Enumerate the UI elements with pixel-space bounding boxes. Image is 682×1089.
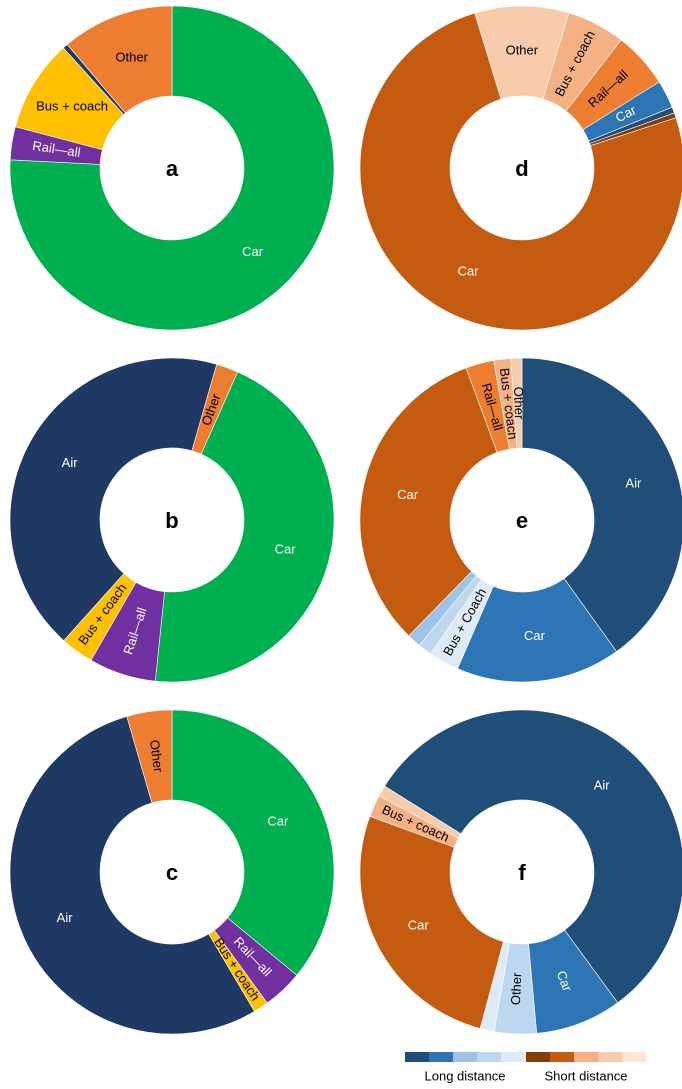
chart-title: e (516, 508, 528, 533)
segment-label: Car (397, 487, 419, 502)
legend-swatch (501, 1052, 525, 1062)
segment-label: Car (267, 814, 289, 829)
chart-title: f (518, 860, 526, 885)
segment-label: Air (594, 778, 611, 793)
donut-segment (378, 785, 462, 839)
donut-segment (66, 5, 173, 114)
chart-title: c (166, 860, 178, 885)
legend-swatch (622, 1052, 646, 1062)
donut-segment (384, 709, 682, 1004)
legend-swatch (550, 1052, 574, 1062)
segment-label: Car (554, 969, 576, 995)
donut-segment (154, 371, 335, 683)
donut-segment (9, 716, 255, 1035)
donut-segment (521, 357, 682, 652)
segment-label: Car (242, 244, 264, 259)
legend-swatch (574, 1052, 598, 1062)
legend-label: Short distance (544, 1068, 627, 1083)
segment-label: Car (275, 542, 297, 557)
segment-label: Car (458, 263, 480, 278)
segment-label: Bus + coach (36, 99, 108, 114)
legend-swatch (526, 1052, 550, 1062)
legend-swatch (453, 1052, 477, 1062)
segment-label: Other (511, 387, 527, 421)
donut-segment (359, 367, 498, 637)
segment-label: Other (147, 739, 167, 774)
segment-label: Rail—all (31, 138, 81, 160)
segment-label: Car (524, 628, 546, 643)
segment-label: Air (625, 476, 642, 491)
segment-label: Air (62, 455, 79, 470)
donut-segment (126, 709, 173, 804)
segment-label: Other (115, 50, 148, 65)
donut-segment (9, 357, 218, 641)
legend-swatch (598, 1052, 622, 1062)
donut-segment (359, 12, 682, 331)
legend-swatch (429, 1052, 453, 1062)
segment-label: Air (57, 910, 74, 925)
chart-title: b (165, 508, 178, 533)
legend-label: Long distance (425, 1068, 506, 1083)
donut-segment (457, 578, 617, 683)
donut-segment (510, 357, 523, 449)
segment-label: Car (408, 917, 430, 932)
legend-swatch (477, 1052, 501, 1062)
legend-swatch (405, 1052, 429, 1062)
donut-segment (171, 709, 335, 976)
donut-segment (359, 815, 504, 1029)
segment-label: Other (506, 42, 539, 57)
segment-label: Other (508, 972, 524, 1006)
chart-title: a (166, 156, 179, 181)
donut-segment (9, 5, 335, 331)
chart-title: d (515, 156, 528, 181)
